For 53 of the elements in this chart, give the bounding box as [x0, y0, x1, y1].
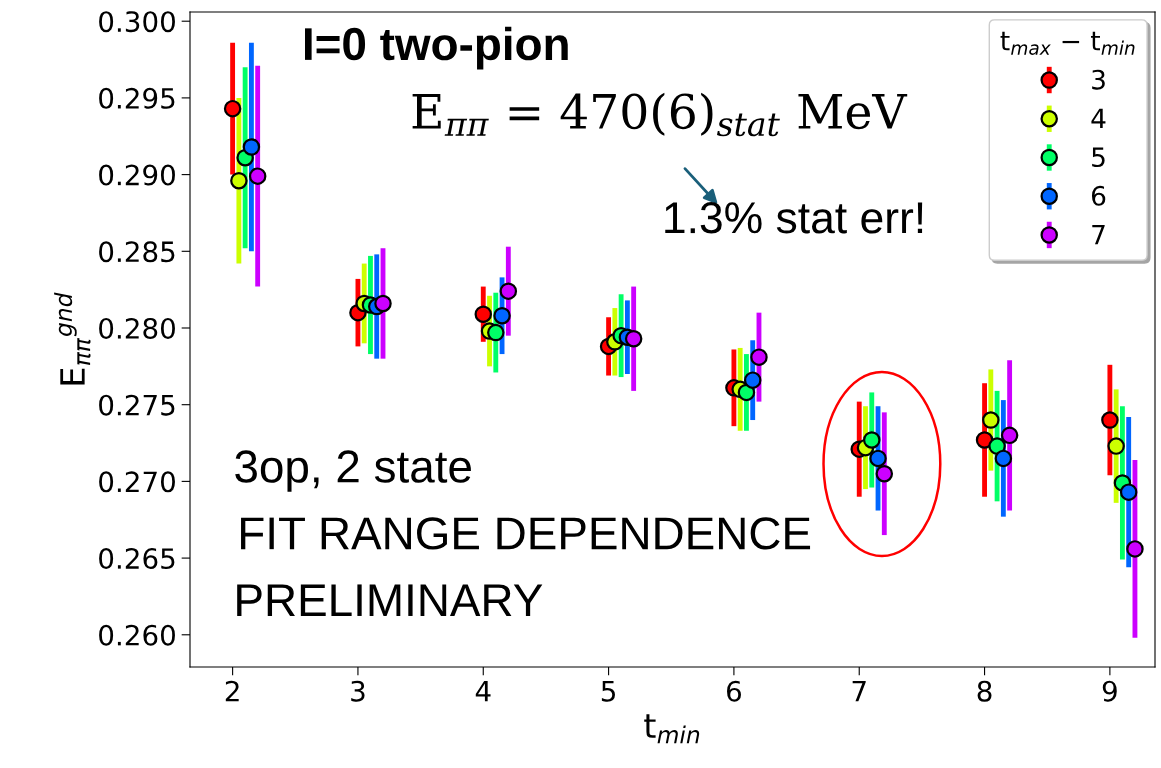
x-tick-label: 2 — [225, 680, 239, 702]
x-tick-label: 3 — [351, 680, 365, 702]
x-tick-label: 8 — [977, 680, 992, 702]
point — [487, 323, 505, 342]
y-axis-title: E$_{ππ}$$^{gnd}$ — [54, 292, 91, 385]
annotation: PRELIMINARY — [237, 584, 543, 616]
annotation: I=0 two-pion — [305, 26, 568, 70]
point — [982, 411, 1000, 429]
legend-label: 5 — [1092, 147, 1105, 168]
y-tick-label: 0.295 — [99, 87, 175, 109]
point — [374, 294, 392, 313]
legend-label: 6 — [1091, 185, 1106, 206]
point — [743, 371, 762, 389]
point — [230, 171, 248, 190]
point — [624, 329, 643, 348]
point — [474, 305, 493, 323]
point — [223, 99, 242, 118]
point — [1126, 540, 1144, 558]
y-tick-label: 0.280 — [99, 317, 175, 339]
y-tick-label: 0.300 — [99, 11, 175, 33]
annotation: 1.3% stat err! — [665, 202, 923, 234]
annotation: E$_{ππ}$ = 470(6)$_{stat}$ MeV — [412, 92, 908, 137]
point — [863, 431, 881, 449]
point — [1101, 411, 1119, 429]
x-tick-label: 5 — [601, 681, 615, 702]
annotation: 3op, 2 state — [235, 450, 471, 492]
legend-label: 3 — [1092, 69, 1105, 90]
point — [869, 449, 887, 468]
legend-label: 7 — [1092, 224, 1105, 245]
y-tick-label: 0.260 — [99, 624, 175, 646]
x-tick-label: 6 — [727, 680, 741, 702]
y-tick-label: 0.275 — [99, 394, 175, 416]
point — [242, 138, 261, 156]
legend-label: 4 — [1091, 108, 1106, 128]
y-tick-label: 0.265 — [99, 548, 175, 570]
annotation: FIT RANGE DEPENDENCE — [241, 517, 811, 550]
y-tick-label: 0.290 — [99, 164, 175, 186]
point — [499, 282, 518, 300]
x-tick-label: 7 — [852, 681, 866, 702]
point — [875, 464, 894, 483]
point — [1119, 483, 1138, 501]
y-tick-label: 0.270 — [99, 471, 175, 493]
x-axis-title: t$_{min}$ — [644, 714, 700, 744]
point — [1000, 426, 1019, 445]
x-tick-label: 9 — [1102, 680, 1117, 702]
y-tick-label: 0.285 — [99, 241, 175, 263]
point — [493, 306, 511, 325]
x-tick-label: 4 — [475, 681, 491, 702]
point — [248, 167, 267, 185]
point — [1107, 437, 1125, 455]
point — [750, 348, 768, 366]
point — [994, 449, 1013, 468]
legend-title: t$_{max}$ − t$_{min}$ — [1000, 31, 1135, 55]
